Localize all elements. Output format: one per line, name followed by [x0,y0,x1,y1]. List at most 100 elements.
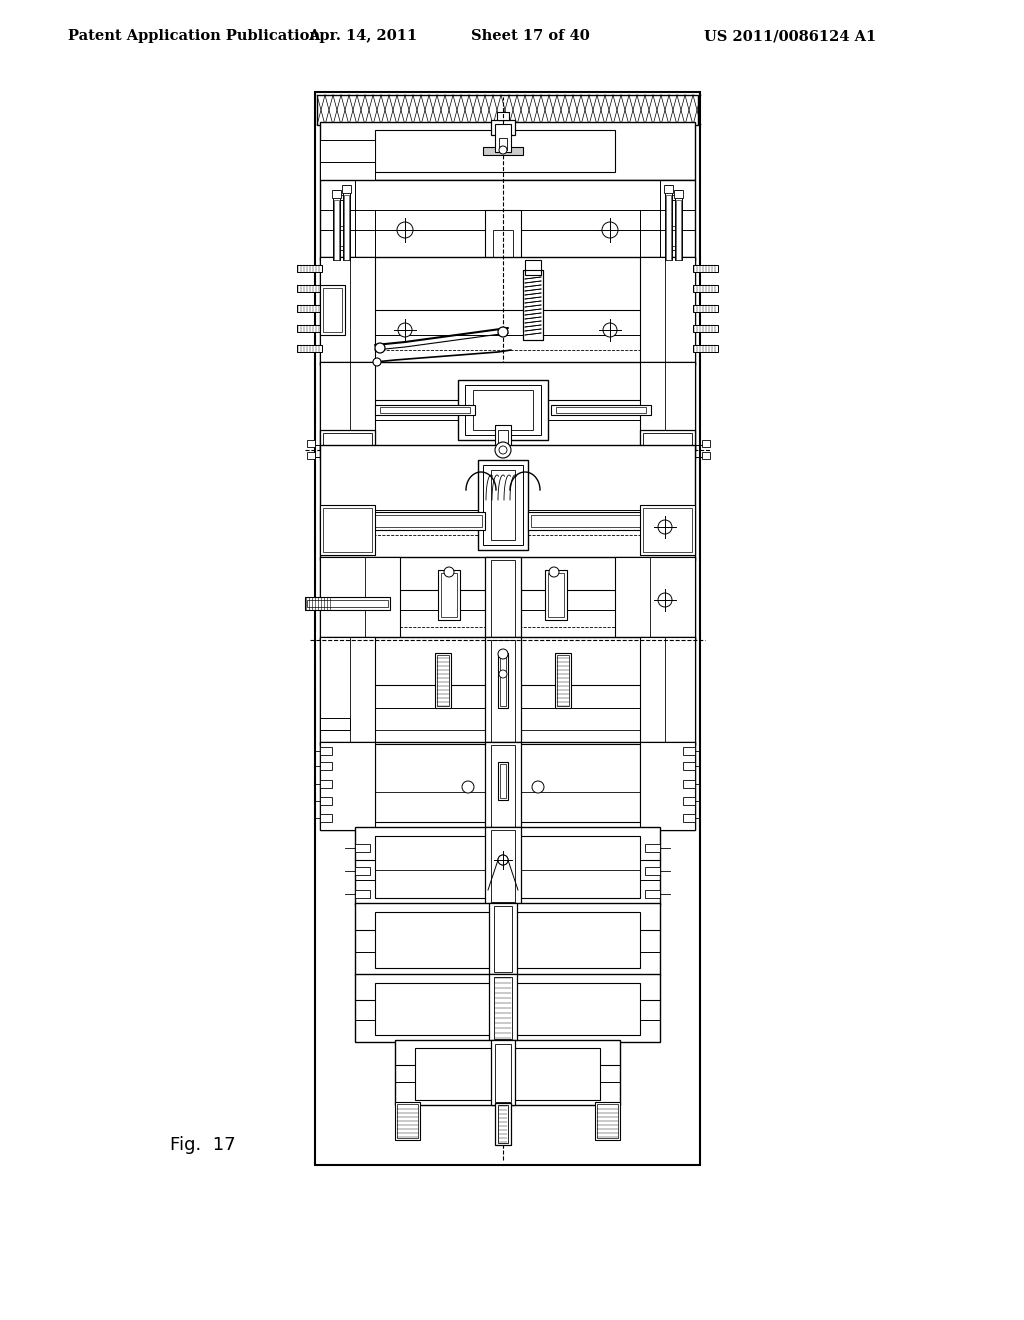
Bar [665,185,672,260]
Bar [485,742,521,830]
Bar [485,210,521,260]
Bar [438,570,460,620]
Bar [319,140,375,162]
Bar [495,1044,511,1102]
Bar [483,465,523,545]
Bar [495,1104,511,1144]
Bar [702,440,710,447]
Bar [490,830,515,902]
Bar [319,362,375,450]
Circle shape [397,222,413,238]
Bar [523,271,543,341]
Bar [355,903,660,975]
Bar [319,557,695,640]
Text: US 2011/0086124 A1: US 2011/0086124 A1 [703,29,877,44]
Bar [307,601,388,607]
Circle shape [498,855,508,865]
Bar [319,180,695,260]
Bar [355,867,370,875]
Bar [645,843,660,851]
Bar [490,120,515,135]
Bar [670,220,680,249]
Bar [495,124,511,152]
Bar [395,1102,420,1140]
Bar [675,190,682,260]
Bar [355,828,660,906]
Bar [319,747,332,755]
Bar [339,195,345,201]
Bar [458,380,548,440]
Bar [643,433,692,457]
Bar [375,405,475,414]
Bar [666,195,671,260]
Bar [640,638,695,744]
Bar [342,185,351,193]
Bar [344,195,349,260]
Circle shape [444,568,454,577]
Text: Patent Application Publication: Patent Application Publication [68,29,319,44]
Bar [343,185,350,260]
Bar [548,573,564,616]
Bar [319,780,332,788]
Bar [555,653,571,708]
Bar [551,405,651,414]
Bar [597,1104,618,1138]
Bar [490,640,515,742]
Bar [319,362,695,450]
Circle shape [532,781,544,793]
Bar [297,305,322,312]
Circle shape [499,446,507,454]
Bar [319,742,695,830]
Circle shape [498,855,508,865]
Bar [395,1040,620,1105]
Bar [297,285,322,292]
Bar [319,121,695,180]
Bar [671,246,679,249]
Bar [319,638,375,660]
Bar [397,1104,418,1138]
Bar [335,220,345,249]
Bar [664,185,673,193]
Bar [485,638,521,744]
Bar [669,226,677,230]
Bar [498,653,508,708]
Circle shape [497,139,509,150]
Bar [323,515,482,527]
Bar [490,560,515,638]
Bar [670,195,676,201]
Bar [337,215,343,220]
Bar [319,797,332,805]
Bar [319,430,375,459]
Bar [676,201,681,260]
Bar [494,977,512,1039]
Bar [693,265,718,272]
Bar [319,162,375,180]
Bar [319,762,332,770]
Bar [489,903,517,975]
Circle shape [499,147,507,154]
Bar [595,1102,620,1140]
Bar [693,285,718,292]
Bar [615,557,695,640]
Bar [355,843,370,851]
Bar [319,742,375,830]
Bar [498,430,508,450]
Bar [375,912,640,968]
Bar [323,642,372,657]
Bar [375,744,640,822]
Bar [437,655,449,706]
Bar [323,433,372,457]
Bar [297,265,322,272]
Bar [640,742,695,830]
Circle shape [462,781,474,793]
Bar [441,573,457,616]
Bar [297,325,322,333]
Bar [683,814,695,822]
Bar [297,345,322,352]
Bar [473,389,534,430]
Bar [485,557,521,640]
Bar [334,201,339,260]
Bar [556,407,646,413]
Bar [319,814,332,822]
Circle shape [498,649,508,659]
